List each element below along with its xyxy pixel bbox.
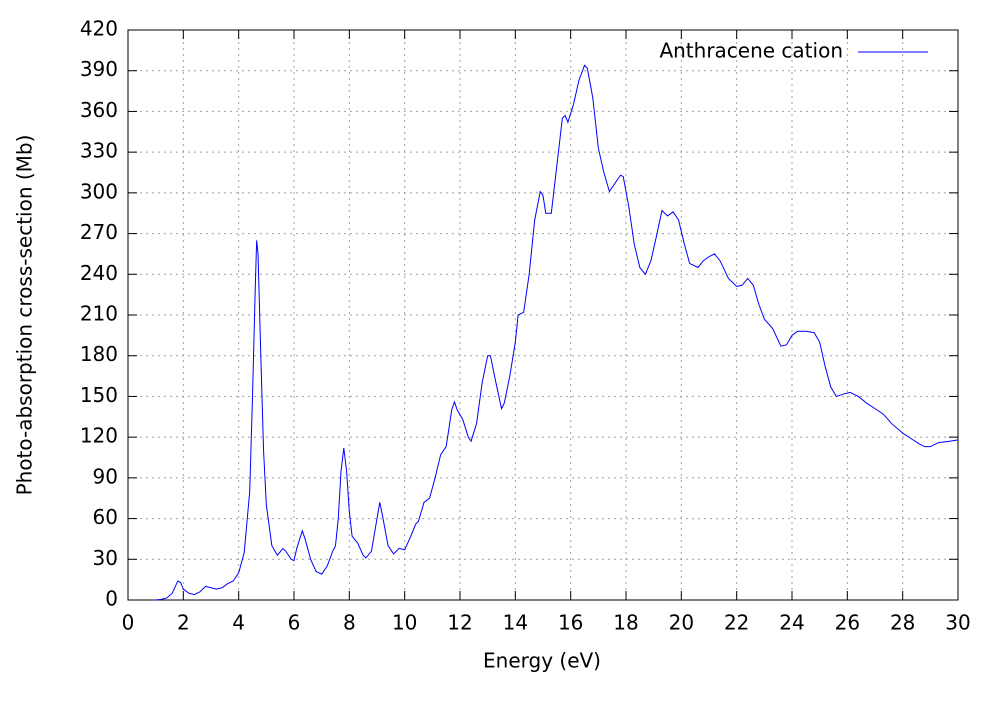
legend-label: Anthracene cation	[659, 39, 843, 63]
y-tick-label: 390	[80, 57, 118, 81]
x-tick-label: 14	[503, 611, 528, 635]
x-tick-label: 20	[669, 611, 694, 635]
y-tick-label: 300	[80, 179, 118, 203]
x-tick-label: 2	[177, 611, 190, 635]
data-line	[155, 64, 959, 601]
x-tick-label: 24	[779, 611, 804, 635]
x-tick-label: 18	[613, 611, 638, 635]
x-tick-label: 28	[890, 611, 915, 635]
x-tick-label: 30	[945, 611, 970, 635]
y-tick-label: 240	[80, 261, 118, 285]
x-tick-label: 4	[232, 611, 245, 635]
x-tick-label: 8	[343, 611, 356, 635]
x-tick-label: 26	[835, 611, 860, 635]
x-tick-label: 22	[724, 611, 749, 635]
y-tick-label: 30	[93, 546, 118, 570]
plot-border	[127, 29, 959, 601]
x-tick-label: 0	[122, 611, 135, 635]
y-tick-label: 420	[80, 17, 118, 41]
y-tick-label: 90	[93, 464, 118, 488]
x-tick-label: 6	[288, 611, 301, 635]
x-tick-label: 16	[558, 611, 583, 635]
y-tick-label: 0	[105, 587, 118, 611]
x-tick-label: 12	[447, 611, 472, 635]
x-axis-label: Energy (eV)	[483, 649, 601, 673]
y-tick-label: 210	[80, 302, 118, 326]
y-axis-label: Photo-absorption cross-section (Mb)	[13, 135, 37, 496]
y-tick-label: 120	[80, 424, 118, 448]
y-tick-label: 150	[80, 383, 118, 407]
x-tick-label: 10	[392, 611, 417, 635]
y-tick-label: 360	[80, 98, 118, 122]
y-tick-label: 270	[80, 220, 118, 244]
y-tick-label: 60	[93, 505, 118, 529]
y-tick-label: 330	[80, 139, 118, 163]
y-tick-label: 180	[80, 342, 118, 366]
